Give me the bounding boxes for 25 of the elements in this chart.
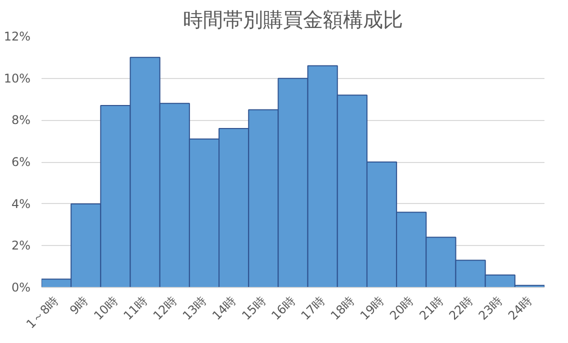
x-tick-label: 12時 (150, 294, 180, 323)
x-tick-label: 14時 (210, 294, 239, 323)
chart-title: 時間帯別購買金額構成比 (183, 8, 403, 32)
x-tick-label: 22時 (446, 294, 476, 323)
y-tick-label: 10% (4, 71, 30, 86)
x-tick-label: 15時 (239, 294, 268, 323)
x-tick-label: 24時 (505, 294, 535, 323)
y-tick-label: 6% (11, 155, 31, 169)
x-tick-label: 11時 (120, 294, 150, 323)
x-tick-label: 13時 (180, 294, 210, 323)
x-tick-label: 20時 (387, 294, 416, 323)
x-tick-label: 18時 (328, 294, 358, 323)
y-tick-label: 2% (11, 238, 31, 253)
x-tick-label: 9時 (67, 294, 91, 318)
y-tick-label: 8% (11, 113, 31, 128)
x-tick-label: 1～8時 (24, 294, 62, 332)
x-tick-label: 10時 (91, 294, 120, 323)
x-tick-label: 23時 (476, 294, 506, 323)
y-tick-label: 4% (11, 196, 31, 211)
y-tick-label: 12% (4, 30, 30, 44)
x-tick-label: 19時 (358, 294, 387, 323)
x-tick-label: 16時 (268, 294, 298, 323)
y-tick-label: 0% (11, 280, 31, 294)
x-tick-label: 21時 (416, 294, 446, 323)
x-tick-label: 17時 (298, 294, 328, 323)
